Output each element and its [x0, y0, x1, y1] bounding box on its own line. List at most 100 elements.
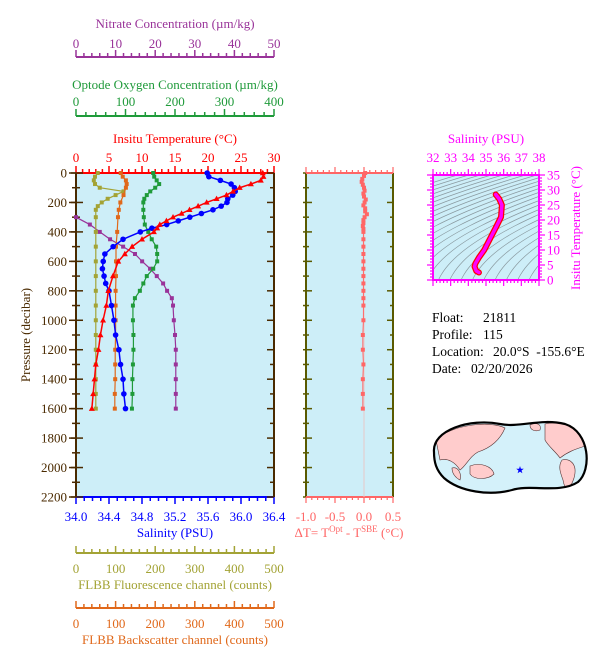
- oxygen-point: [130, 303, 135, 308]
- salinity-point: [120, 376, 126, 382]
- isopycnal: [433, 200, 539, 258]
- backscatter-tick-label: 200: [145, 616, 165, 631]
- pressure-axis-title: Pressure (decibar): [18, 288, 33, 382]
- nitrate-point: [165, 288, 170, 293]
- ts-curve: [472, 192, 504, 275]
- isopycnal: [472, 224, 539, 280]
- backscatter-tick-label: 0: [73, 616, 80, 631]
- backscatter-point: [118, 200, 123, 205]
- ts-y-tick-label: 30: [547, 183, 560, 198]
- nitrate-point: [173, 391, 178, 396]
- temperature-point: [247, 180, 254, 187]
- pressure-tick-label: 800: [48, 283, 68, 298]
- pressure-tick-label: 400: [48, 224, 68, 239]
- backscatter-point: [113, 274, 118, 279]
- oxygen-tick-label: 0: [73, 94, 80, 109]
- temperature-point: [223, 191, 230, 198]
- temperature-point: [257, 177, 264, 183]
- backscatter-point: [113, 288, 118, 293]
- salinity-point: [187, 214, 193, 220]
- fluorescence-point: [121, 189, 126, 194]
- fluorescence-point: [91, 178, 96, 183]
- delta-t-point: [361, 229, 366, 234]
- temperature-point: [260, 173, 267, 179]
- temperature-point: [129, 243, 136, 249]
- ts-y-tick-label: 0: [547, 273, 554, 288]
- ts-x-tick-label: 32: [427, 150, 440, 165]
- oxygen-point: [154, 244, 159, 249]
- fluorescence-point: [93, 215, 98, 220]
- delta-t-point: [361, 191, 366, 196]
- fluorescence-axis-title: FLBB Fluorescence channel (counts): [78, 577, 272, 592]
- backscatter-point: [113, 377, 118, 382]
- temperature-point: [195, 202, 202, 209]
- ts-y-tick-label: 25: [547, 198, 560, 213]
- ts-x-tick-label: 33: [444, 150, 457, 165]
- salinity-tick-label: 34.8: [131, 509, 154, 524]
- delta-t-point: [361, 221, 366, 226]
- location-label: Location:: [432, 344, 484, 359]
- delta-t-point: [362, 215, 367, 220]
- salinity-point: [218, 203, 224, 209]
- backscatter-point: [112, 406, 117, 411]
- oxygen-point: [129, 406, 134, 411]
- delta-t-point: [360, 176, 365, 181]
- temperature-point: [95, 346, 102, 352]
- temperature-tick-label: 0: [73, 150, 80, 165]
- delta-t-point: [360, 347, 365, 352]
- delta-title-part: (°C): [378, 525, 404, 540]
- oxygen-point: [141, 207, 146, 212]
- oxygen-tick-label: 100: [116, 94, 136, 109]
- map-border: [432, 420, 588, 494]
- ts-x-tick-label: 34: [462, 150, 476, 165]
- temperature-point: [178, 210, 185, 216]
- oxygen-point: [153, 185, 158, 190]
- delta-t-point: [360, 182, 365, 187]
- isopycnal: [433, 175, 493, 195]
- salinity-point: [224, 199, 230, 206]
- temperature-point: [91, 375, 98, 382]
- nitrate-tick-label: 10: [109, 36, 122, 51]
- isopycnal: [494, 237, 539, 280]
- nitrate-point: [133, 252, 138, 256]
- nitrate-tick-label: 40: [228, 36, 241, 51]
- isopycnal: [433, 184, 539, 228]
- nitrate-point: [74, 215, 78, 220]
- temperature-point: [203, 199, 210, 205]
- ts-x-axis-title: Salinity (PSU): [448, 131, 524, 146]
- pressure-tick-label: 2000: [41, 460, 67, 475]
- isopycnal-contours: [433, 175, 539, 280]
- delta-t-panel: -1.0 -0.5 0.0 0.5ΔT= TOpt - TSBE (°C): [295, 167, 404, 540]
- temperature-point: [90, 390, 97, 397]
- temperature-point: [121, 250, 128, 257]
- fluorescence-tick-label: 0: [73, 561, 80, 576]
- pressure-tick-label: 0: [61, 166, 68, 181]
- delta-t-point: [361, 296, 366, 301]
- oxygen-point: [137, 288, 142, 293]
- fluorescence-tick-label: 500: [264, 561, 284, 576]
- delta-t-point: [363, 197, 368, 202]
- ts-x-tick-label: 36: [497, 150, 511, 165]
- oxygen-point: [130, 391, 135, 396]
- oxygen-point: [131, 347, 136, 352]
- delta-t-point: [361, 266, 366, 271]
- fluorescence-point: [93, 207, 98, 212]
- temperature-axis-title: Insitu Temperature (°C): [113, 131, 237, 146]
- salinity-point: [102, 280, 109, 287]
- oxygen-point: [155, 252, 160, 256]
- oxygen-tick-label: 400: [264, 94, 284, 109]
- ts-y-tick-label: 5: [547, 258, 554, 273]
- float-info: Float: 21811 Profile: 115 Location: 20.0…: [432, 310, 585, 376]
- oxygen-point: [142, 222, 147, 227]
- fluorescence-tick-label: 400: [225, 561, 245, 576]
- delta-t-point: [362, 194, 366, 199]
- isopycnal: [433, 177, 539, 217]
- backscatter-axis-title: FLBB Backscatter channel (counts): [82, 632, 268, 647]
- delta-t-point: [363, 206, 368, 211]
- salinity-tick-label: 34.0: [65, 509, 88, 524]
- delta-tick-label: 0.0: [356, 509, 372, 524]
- temperature-point: [105, 287, 112, 294]
